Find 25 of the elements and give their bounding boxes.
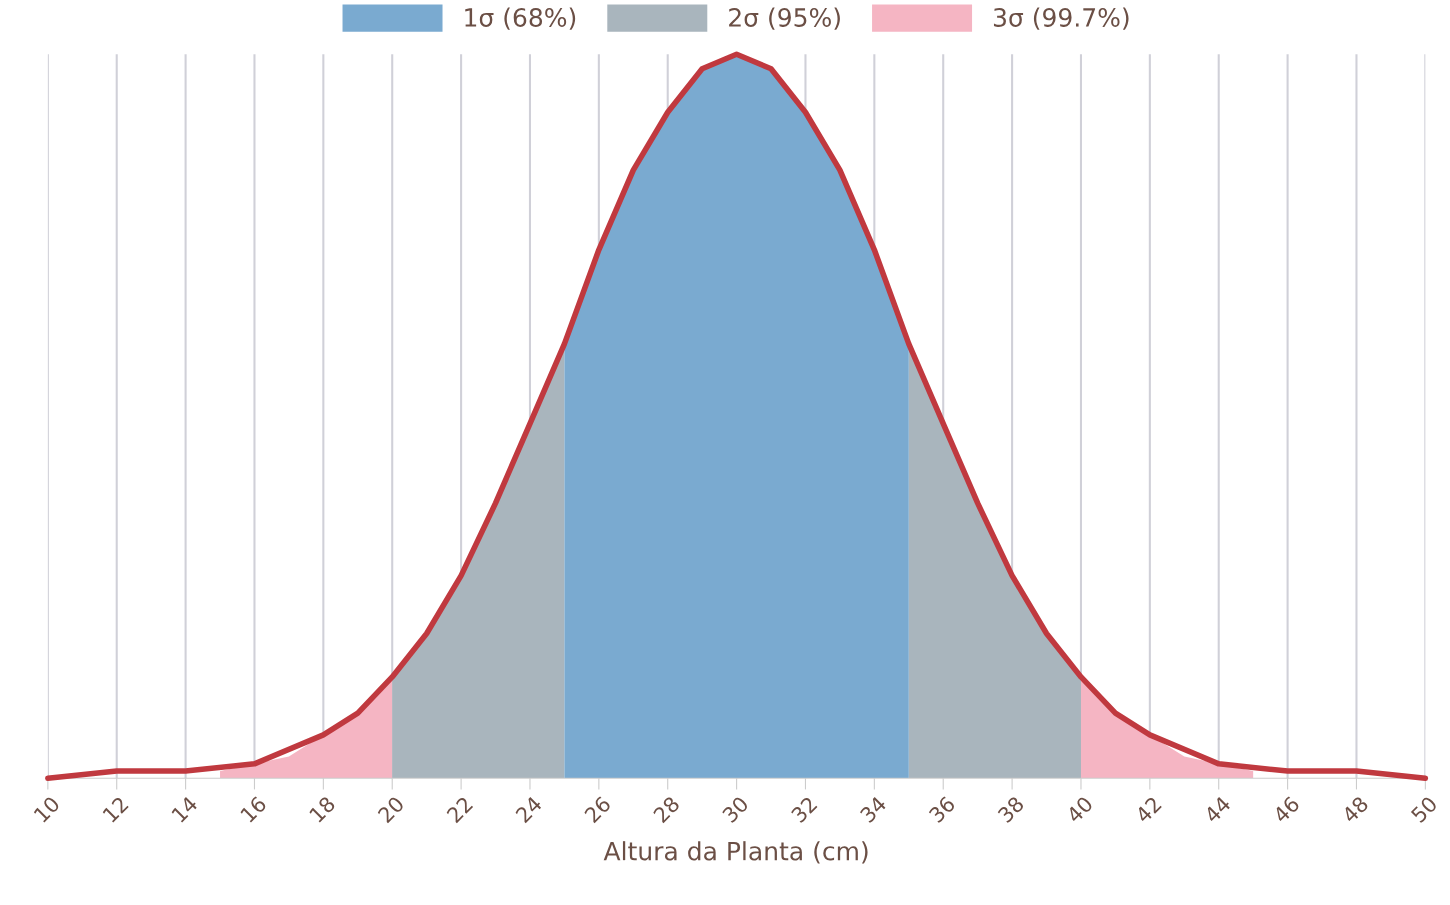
x-tick-label: 44	[1203, 795, 1232, 824]
x-tick-label: 36	[928, 795, 956, 824]
x-tick-label: 46	[1272, 795, 1301, 824]
x-tick-label: 14	[171, 795, 199, 823]
x-tick-label: 32	[790, 796, 818, 824]
x-tick-label: 42	[1134, 796, 1162, 824]
x-tick-label: 18	[308, 795, 336, 823]
x-axis-title: Altura da Planta (cm)	[603, 841, 868, 864]
x-tick-label: 16	[239, 795, 268, 823]
legend-label: 2σ (95%)	[729, 7, 840, 30]
x-tick-label: 38	[996, 795, 1025, 824]
x-tick-label: 10	[33, 795, 61, 823]
x-tick-label: 20	[377, 795, 405, 824]
x-tick-label: 40	[1065, 795, 1094, 824]
x-tick-label: 28	[652, 795, 681, 824]
x-tick-label: 50	[1410, 795, 1439, 824]
x-tick-label: 34	[859, 795, 888, 824]
x-tick-label: 30	[721, 795, 750, 824]
legend-label: 3σ (99.7%)	[993, 7, 1129, 30]
x-tick-label: 26	[583, 795, 612, 824]
x-tick-label: 24	[514, 795, 543, 824]
x-tick-label: 22	[445, 796, 474, 824]
legend-label: 1σ (68%)	[465, 7, 576, 30]
x-tick-label: 48	[1340, 795, 1370, 824]
x-tick-label: 12	[102, 796, 129, 823]
